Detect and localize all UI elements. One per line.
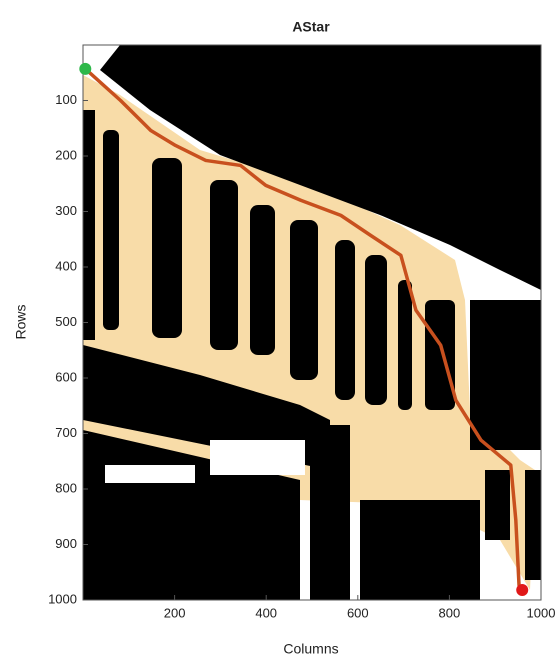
gap: [105, 465, 195, 483]
gap: [210, 440, 305, 475]
obstacle: [210, 180, 238, 350]
x-axis-label: Columns: [283, 641, 338, 657]
y-tick-label: 600: [55, 369, 77, 384]
y-tick-label: 400: [55, 258, 77, 273]
start-marker: [79, 63, 91, 75]
occupancy-map: [83, 45, 541, 600]
y-axis-label: Rows: [13, 304, 29, 339]
x-tick-label: 1000: [527, 605, 556, 620]
obstacle: [398, 280, 412, 410]
y-tick-label: 500: [55, 314, 77, 329]
obstacle: [425, 300, 455, 410]
obstacle: [310, 425, 350, 600]
obstacle: [290, 220, 318, 380]
obstacle: [152, 158, 182, 338]
obstacle: [83, 110, 95, 340]
y-tick-label: 300: [55, 203, 77, 218]
x-tick-label: 600: [347, 605, 369, 620]
obstacle: [485, 470, 510, 540]
y-tick-label: 200: [55, 147, 77, 162]
obstacle: [470, 300, 541, 450]
obstacle: [525, 470, 541, 580]
obstacle: [365, 255, 387, 405]
obstacle: [360, 500, 480, 600]
y-tick-label: 100: [55, 92, 77, 107]
x-tick-label: 400: [255, 605, 277, 620]
y-tick-label: 800: [55, 480, 77, 495]
obstacle: [103, 130, 119, 330]
obstacle: [335, 240, 355, 400]
y-tick-label: 1000: [48, 591, 77, 606]
chart-title: AStar: [292, 19, 330, 35]
x-tick-label: 200: [164, 605, 186, 620]
y-tick-label: 900: [55, 536, 77, 551]
chart: AStar Columns Rows 200 400: [0, 0, 557, 664]
goal-marker: [516, 584, 528, 596]
x-tick-label: 800: [439, 605, 461, 620]
obstacle: [250, 205, 275, 355]
y-tick-label: 700: [55, 425, 77, 440]
